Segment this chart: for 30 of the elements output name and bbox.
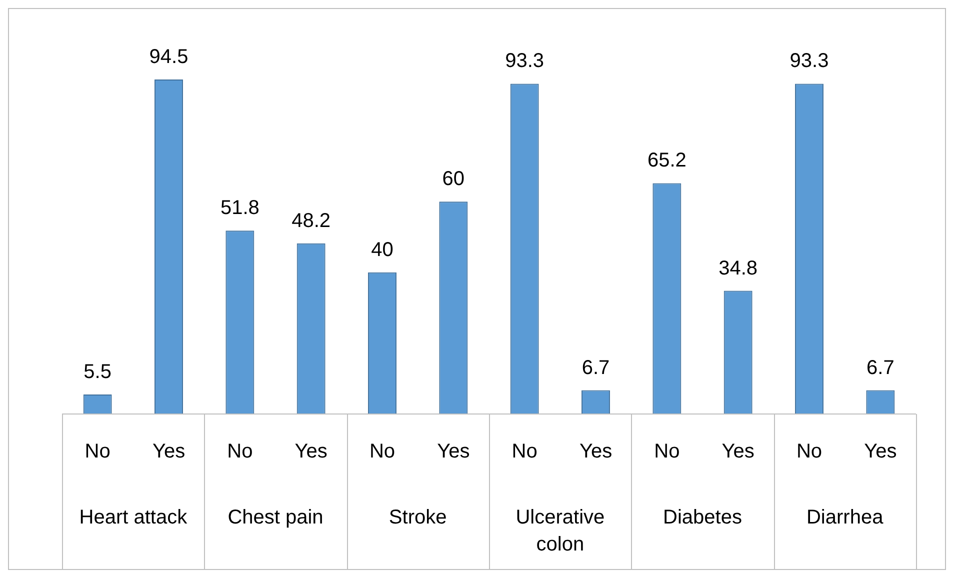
x-tick-label: No [654,440,680,463]
data-label: 51.8 [220,197,260,220]
x-tick-label: Yes [152,440,186,463]
data-label: 34.8 [718,257,758,280]
data-label: 65.2 [647,150,686,172]
data-label: 48.2 [292,210,331,232]
text: Heart attack [79,506,188,529]
text: Chest pain [228,506,324,529]
data-label: 6.7 [582,356,610,379]
x-tick-label: Yes [294,440,328,463]
x-tick-label: No [369,440,396,463]
data-label: 94.5 [149,46,188,68]
text: Diarrhea [806,506,884,529]
data-label: 93.3 [505,50,544,72]
x-tick-label: No [227,440,253,463]
data-label: 93.3 [790,50,829,72]
x-tick-label: Yes [864,440,897,463]
x-tick-label: No [84,440,110,463]
data-label: 6.7 [866,356,894,379]
data-label: 60 [442,168,465,190]
x-tick-label: No [512,440,538,463]
text: Diabetes [663,506,742,529]
data-label: 5.5 [84,361,112,384]
x-tick-label: Yes [437,440,470,463]
x-tick-label: No [796,440,822,463]
text: Stroke [388,506,447,529]
x-tick-label: Yes [579,440,612,463]
x-tick-label: Yes [722,440,754,463]
data-label: 40 [371,238,394,261]
text: Ulcerative colon [516,506,605,556]
